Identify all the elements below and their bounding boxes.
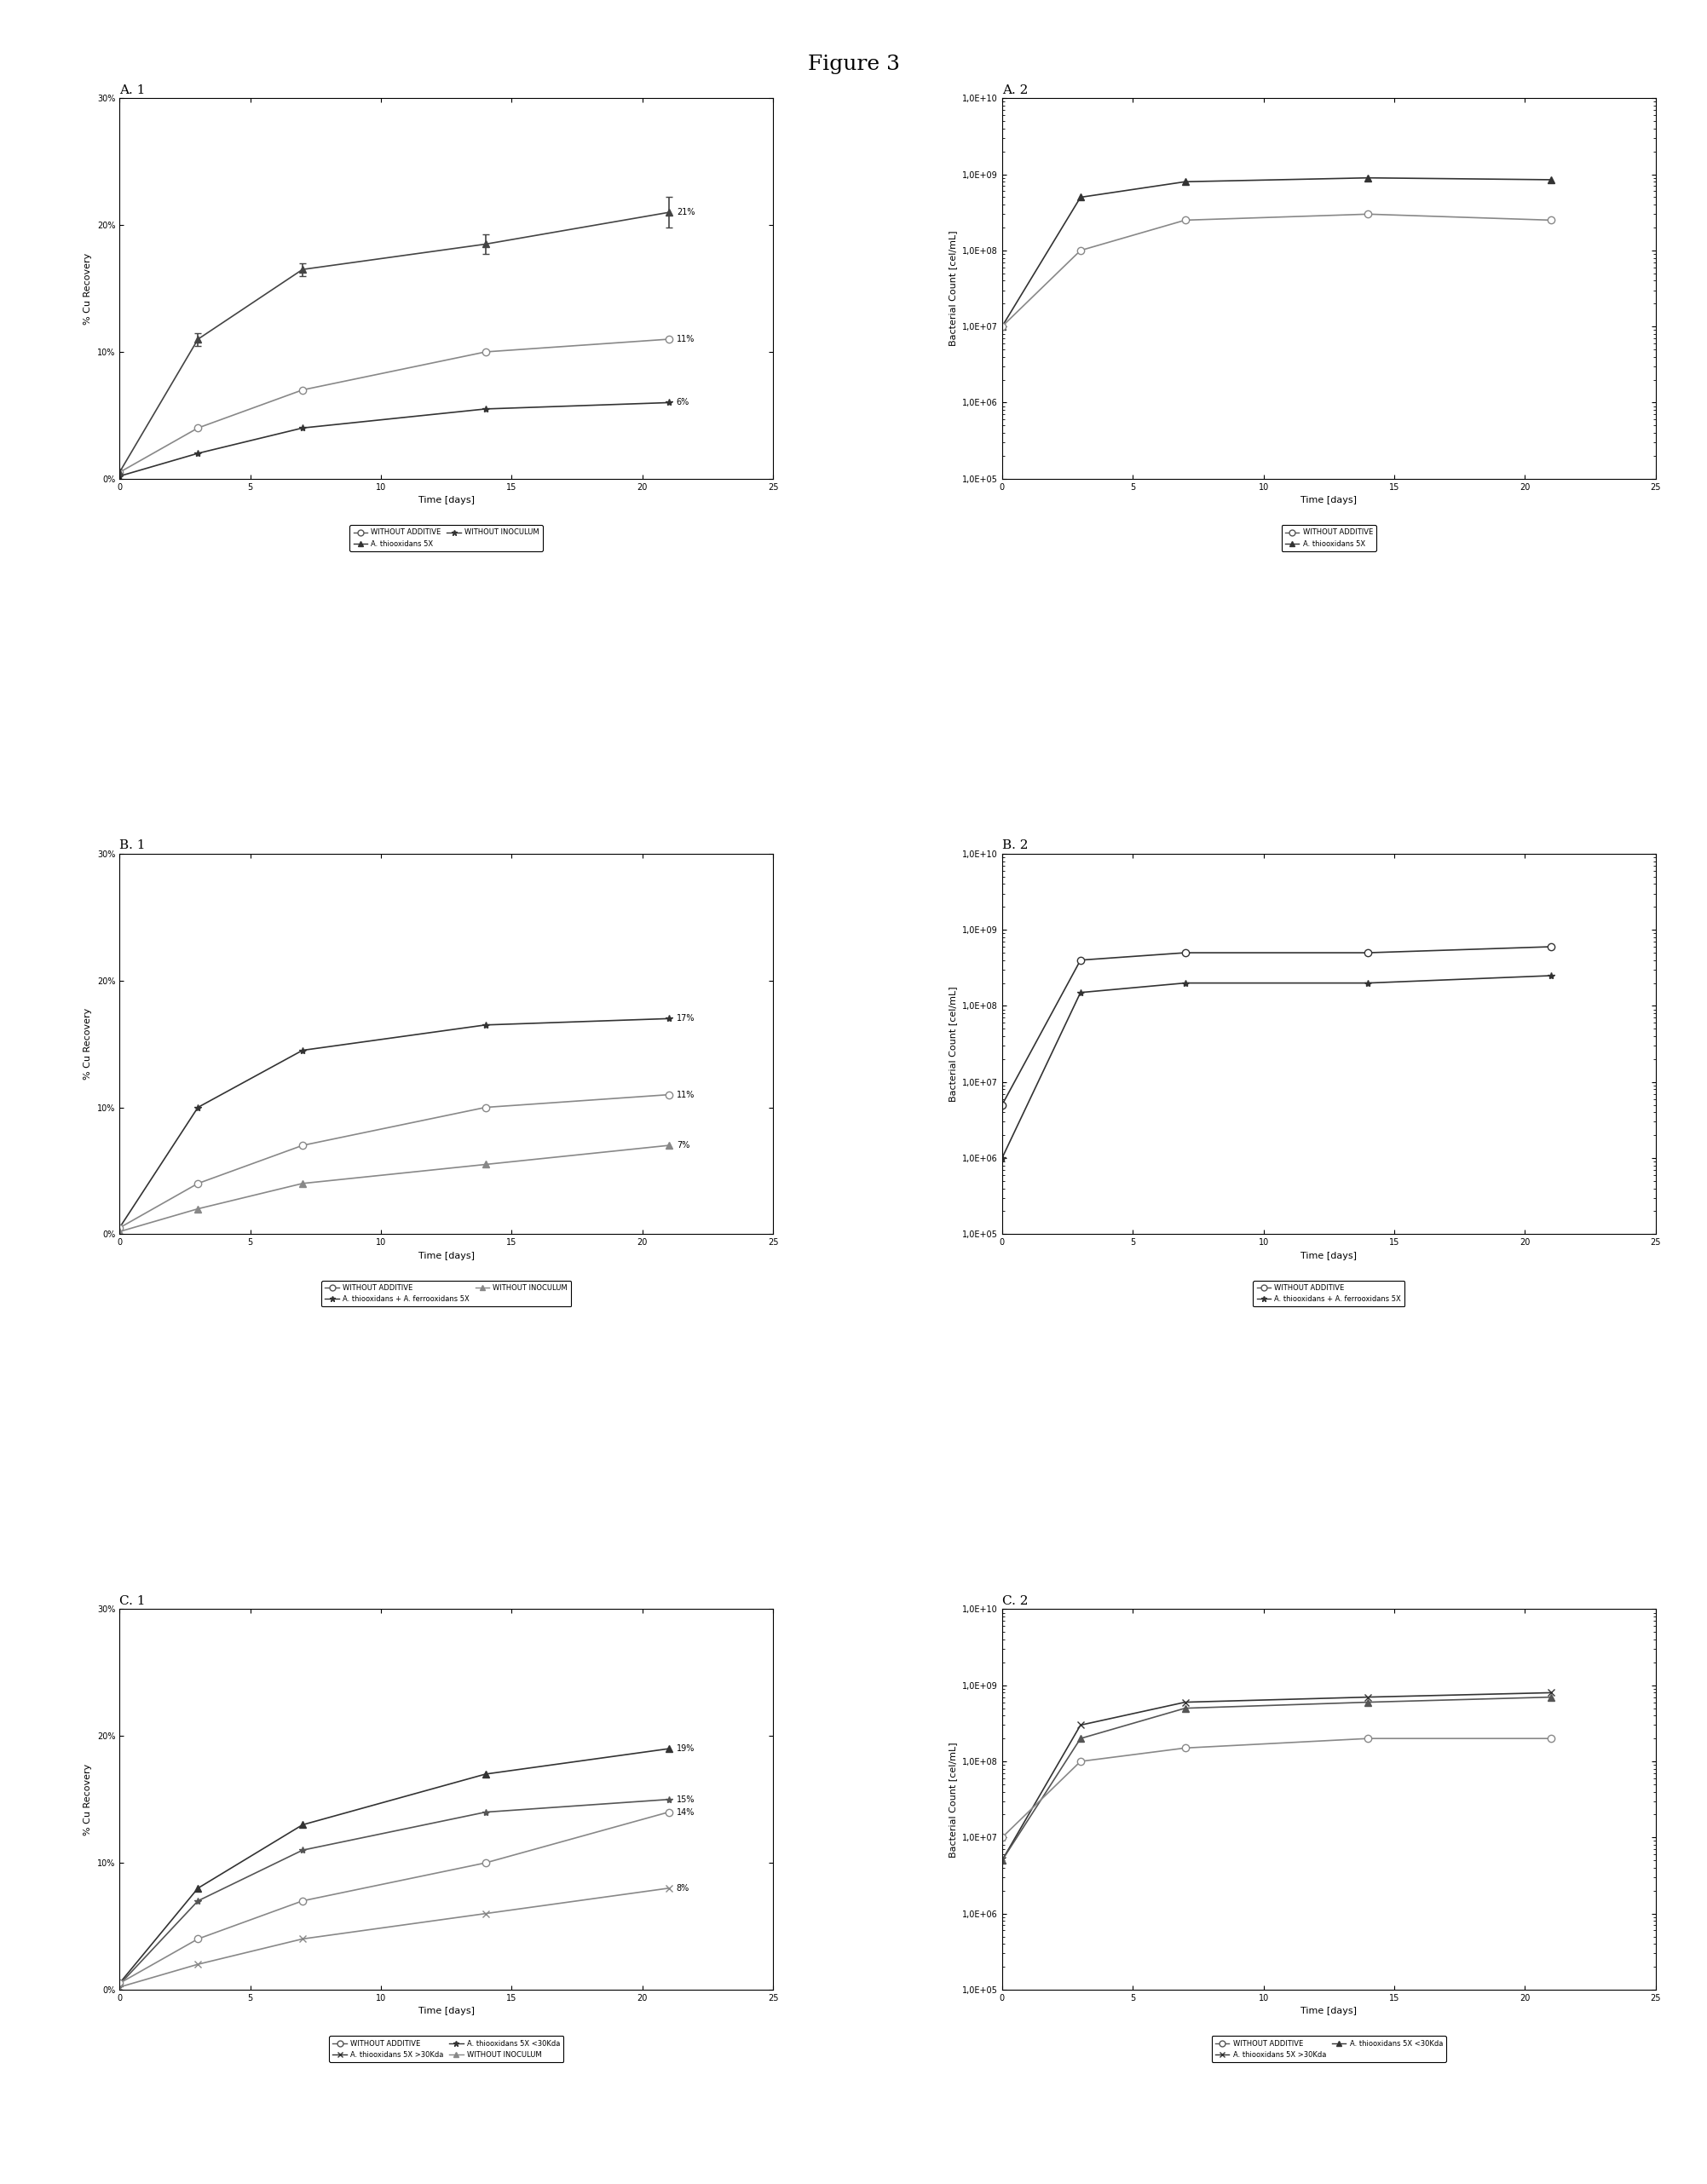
Legend: WITHOUT ADDITIVE, A. thiooxidans + A. ferrooxidans 5X: WITHOUT ADDITIVE, A. thiooxidans + A. fe…: [1253, 1280, 1405, 1306]
X-axis label: Time [days]: Time [days]: [418, 1251, 475, 1260]
Text: 19%: 19%: [676, 1745, 695, 1754]
Y-axis label: % Cu Recovery: % Cu Recovery: [84, 1762, 92, 1835]
X-axis label: Time [days]: Time [days]: [418, 2007, 475, 2016]
Text: 8%: 8%: [676, 1885, 690, 1894]
Legend: WITHOUT ADDITIVE, A. thiooxidans 5X >30Kda, A. thiooxidans 5X <30Kda: WITHOUT ADDITIVE, A. thiooxidans 5X >30K…: [1212, 2035, 1446, 2062]
Text: 11%: 11%: [676, 1090, 695, 1099]
Y-axis label: Bacterial Count [cel/mL]: Bacterial Count [cel/mL]: [949, 232, 958, 347]
Legend: WITHOUT ADDITIVE, A. thiooxidans + A. ferrooxidans 5X, WITHOUT INOCULUM: WITHOUT ADDITIVE, A. thiooxidans + A. fe…: [321, 1280, 572, 1306]
Text: 21%: 21%: [676, 207, 695, 216]
Text: B. 1: B. 1: [119, 839, 145, 852]
X-axis label: Time [days]: Time [days]: [1301, 496, 1357, 505]
Legend: WITHOUT ADDITIVE, A. thiooxidans 5X, WITHOUT INOCULUM: WITHOUT ADDITIVE, A. thiooxidans 5X, WIT…: [350, 524, 543, 550]
Text: C. 2: C. 2: [1002, 1594, 1028, 1607]
Text: 15%: 15%: [676, 1795, 695, 1804]
Y-axis label: % Cu Recovery: % Cu Recovery: [84, 1009, 92, 1079]
Text: B. 2: B. 2: [1002, 839, 1028, 852]
Legend: WITHOUT ADDITIVE, A. thiooxidans 5X: WITHOUT ADDITIVE, A. thiooxidans 5X: [1282, 524, 1376, 550]
Y-axis label: Bacterial Count [cel/mL]: Bacterial Count [cel/mL]: [949, 987, 958, 1101]
Y-axis label: Bacterial Count [cel/mL]: Bacterial Count [cel/mL]: [949, 1741, 958, 1856]
Text: 7%: 7%: [676, 1142, 690, 1149]
Text: A. 1: A. 1: [119, 85, 145, 96]
Text: 11%: 11%: [676, 334, 695, 343]
Legend: WITHOUT ADDITIVE, A. thiooxidans 5X >30Kda, A. thiooxidans 5X <30Kda, WITHOUT IN: WITHOUT ADDITIVE, A. thiooxidans 5X >30K…: [329, 2035, 563, 2062]
X-axis label: Time [days]: Time [days]: [1301, 1251, 1357, 1260]
X-axis label: Time [days]: Time [days]: [418, 496, 475, 505]
Text: C. 1: C. 1: [119, 1594, 145, 1607]
Text: 17%: 17%: [676, 1013, 695, 1022]
Text: A. 2: A. 2: [1002, 85, 1028, 96]
X-axis label: Time [days]: Time [days]: [1301, 2007, 1357, 2016]
Text: Figure 3: Figure 3: [807, 55, 900, 74]
Text: 6%: 6%: [676, 397, 690, 406]
Text: 14%: 14%: [676, 1808, 695, 1817]
Y-axis label: % Cu Recovery: % Cu Recovery: [84, 253, 92, 325]
